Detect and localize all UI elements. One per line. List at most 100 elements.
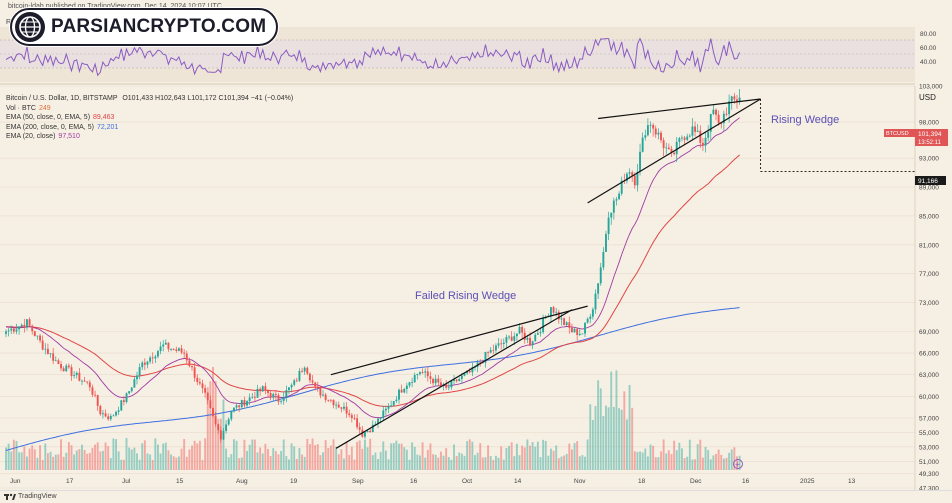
candle-body: [261, 386, 264, 392]
candle-body: [707, 131, 710, 138]
candle-body: [560, 318, 563, 320]
legend-ema20-row[interactable]: EMA (20, close) 97,510: [6, 133, 80, 140]
volume-bar: [295, 458, 298, 470]
candle-body: [28, 319, 31, 326]
candle-body: [576, 328, 579, 335]
candle-body: [508, 336, 510, 338]
volume-bar: [557, 458, 560, 470]
volume-bar: [728, 452, 731, 470]
legend-ema50-row[interactable]: EMA (50, close, 0, EMA, 5) 89,463: [6, 114, 115, 121]
volume-bar: [185, 456, 188, 470]
volume-bar: [217, 419, 220, 470]
candle-body: [78, 372, 81, 381]
volume-bar: [157, 444, 159, 470]
rsi-tick-80: 80.00: [920, 31, 937, 38]
volume-bar: [560, 456, 563, 470]
volume-bar: [413, 446, 416, 470]
y-tick-label: 89,000: [919, 185, 939, 192]
candle-body: [196, 377, 199, 382]
candle-body: [232, 407, 235, 412]
volume-bar: [455, 456, 458, 470]
volume-bar: [434, 454, 437, 470]
candle-body: [481, 362, 484, 364]
svg-text:+: +: [735, 460, 740, 469]
candle-body: [618, 193, 621, 200]
candle-body: [408, 382, 411, 386]
candle-body: [717, 114, 720, 124]
volume-bar: [261, 453, 264, 470]
volume-bar: [398, 443, 400, 470]
volume-bar: [730, 449, 733, 470]
candle-body: [15, 329, 18, 332]
volume-bar: [694, 459, 697, 470]
candle-body: [149, 357, 152, 362]
candle-body: [589, 316, 592, 319]
candle-body: [379, 418, 382, 419]
candle-body: [620, 180, 623, 194]
volume-bar: [584, 456, 586, 470]
volume-bar: [625, 419, 628, 470]
volume-bar: [371, 455, 374, 470]
candle-body: [458, 378, 461, 382]
volume-bar: [508, 445, 510, 470]
price-axis[interactable]: 103,000 98,000 93,000 89,000 85,000 81,000 77,…: [919, 84, 943, 493]
candle-body: [198, 381, 201, 384]
volume-bar: [602, 416, 605, 470]
chart-legend: Bitcoin / U.S. Dollar, 1D, BITSTAMP O101…: [6, 94, 293, 142]
volume-bar: [704, 446, 707, 470]
y-tick-label: 98,000: [919, 120, 939, 127]
volume-bar: [243, 439, 246, 470]
candle-body: [607, 217, 610, 234]
volume-bar: [314, 445, 317, 470]
volume-bar: [356, 441, 359, 470]
volume-bar: [146, 453, 149, 470]
volume-bar: [196, 443, 199, 470]
volume-bar: [149, 454, 152, 470]
x-tick-label: Sep: [352, 478, 364, 485]
x-tick-label: Jun: [10, 478, 21, 485]
candle-body: [248, 397, 251, 402]
candle-body: [209, 400, 212, 409]
volume-bar: [667, 450, 670, 470]
volume-bar: [180, 448, 183, 470]
candle-body: [240, 400, 243, 408]
svg-text:13:52:11: 13:52:11: [918, 140, 942, 146]
candle-body: [7, 330, 10, 332]
candle-body: [227, 419, 230, 425]
candle-body: [610, 212, 613, 218]
time-axis[interactable]: Jun 17 Jul 15 Aug 19 Sep 16 Oct 14 Nov 18 Dec 16 2025 1…: [10, 478, 856, 485]
volume-bar: [12, 439, 15, 470]
volume-bar: [18, 452, 21, 470]
candle-body: [518, 326, 521, 334]
candle-body: [222, 430, 225, 440]
candle-body: [644, 135, 647, 138]
add-marker-icon[interactable]: +: [733, 459, 743, 470]
candle-body: [290, 384, 293, 388]
candle-body: [416, 373, 419, 376]
volume-bar: [665, 453, 668, 470]
candle-body: [605, 233, 607, 252]
volume-bar: [49, 451, 52, 470]
legend-volume-row[interactable]: Vol · BTC 249: [6, 104, 51, 112]
candle-body: [251, 396, 254, 398]
legend-ema200-row[interactable]: EMA (200, close, 0, EMA, 5) 72,201: [6, 123, 119, 131]
candle-body: [673, 152, 676, 155]
candle-body: [429, 376, 432, 379]
candle-body: [612, 200, 615, 213]
candle-body: [550, 307, 552, 316]
candle-body: [329, 399, 332, 401]
candle-body: [340, 407, 343, 409]
candle-body: [602, 251, 605, 268]
currency-label[interactable]: USD: [919, 93, 936, 102]
volume-bar: [83, 450, 86, 470]
volume-bar: [633, 451, 636, 470]
candle-body: [60, 363, 62, 369]
volume-bar: [691, 459, 694, 470]
volume-bar: [686, 456, 689, 470]
volume-bar: [10, 451, 13, 470]
candle-body: [594, 293, 597, 310]
annotation-rising-wedge: Rising Wedge: [771, 114, 839, 126]
candle-body: [348, 413, 351, 416]
volume-bar: [377, 458, 379, 470]
candle-body: [421, 372, 424, 373]
